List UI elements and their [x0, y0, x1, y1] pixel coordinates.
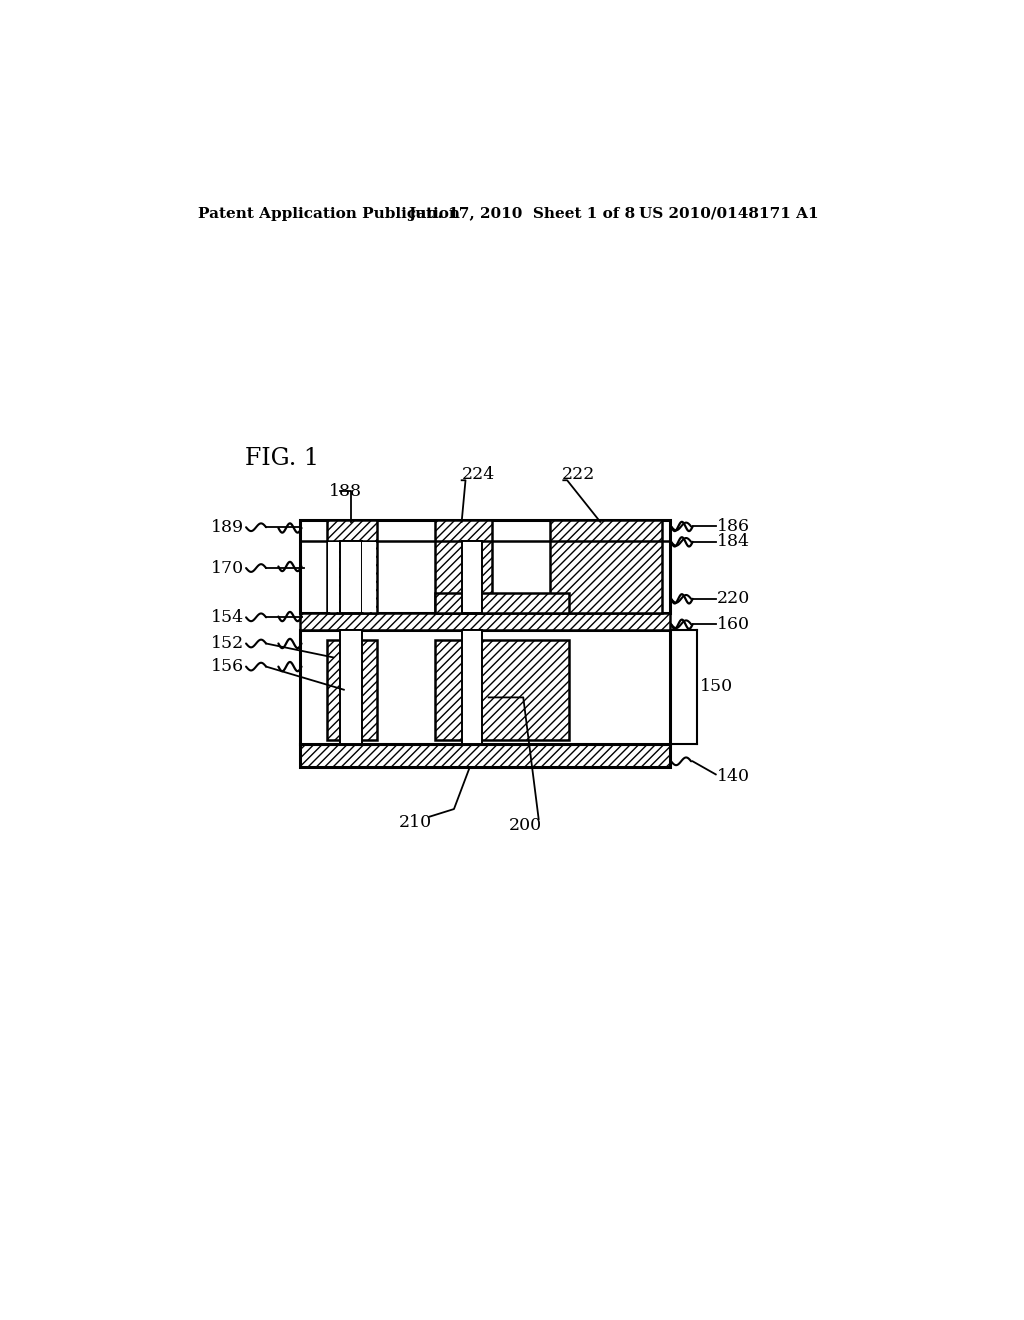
- Text: 189: 189: [211, 519, 245, 536]
- Bar: [327, 640, 377, 739]
- Text: 200: 200: [509, 817, 542, 834]
- Bar: [300, 612, 670, 630]
- Bar: [300, 743, 670, 767]
- Bar: [462, 541, 481, 612]
- Bar: [300, 520, 670, 612]
- Text: 224: 224: [462, 466, 495, 483]
- Text: 152: 152: [211, 635, 245, 652]
- Text: 154: 154: [211, 609, 245, 626]
- Bar: [340, 630, 361, 743]
- Text: 220: 220: [717, 590, 751, 607]
- Bar: [550, 520, 662, 612]
- Bar: [300, 630, 670, 743]
- Bar: [435, 520, 493, 612]
- Text: 184: 184: [717, 533, 751, 550]
- Bar: [361, 541, 376, 612]
- Text: 150: 150: [699, 678, 733, 696]
- Text: 140: 140: [717, 768, 751, 785]
- Text: FIG. 1: FIG. 1: [245, 447, 318, 470]
- Bar: [328, 541, 339, 612]
- Text: Patent Application Publication: Patent Application Publication: [199, 207, 461, 220]
- Text: 170: 170: [211, 560, 245, 577]
- Text: 156: 156: [211, 659, 245, 675]
- Text: 222: 222: [562, 466, 595, 483]
- Text: US 2010/0148171 A1: US 2010/0148171 A1: [639, 207, 818, 220]
- Bar: [327, 520, 377, 612]
- Bar: [340, 541, 361, 612]
- Bar: [435, 594, 569, 612]
- Bar: [462, 630, 481, 743]
- Text: 186: 186: [717, 517, 751, 535]
- Text: 210: 210: [399, 814, 432, 832]
- Bar: [435, 640, 569, 739]
- Text: 160: 160: [717, 615, 751, 632]
- Text: 188: 188: [330, 483, 362, 499]
- Text: Jun. 17, 2010  Sheet 1 of 8: Jun. 17, 2010 Sheet 1 of 8: [408, 207, 635, 220]
